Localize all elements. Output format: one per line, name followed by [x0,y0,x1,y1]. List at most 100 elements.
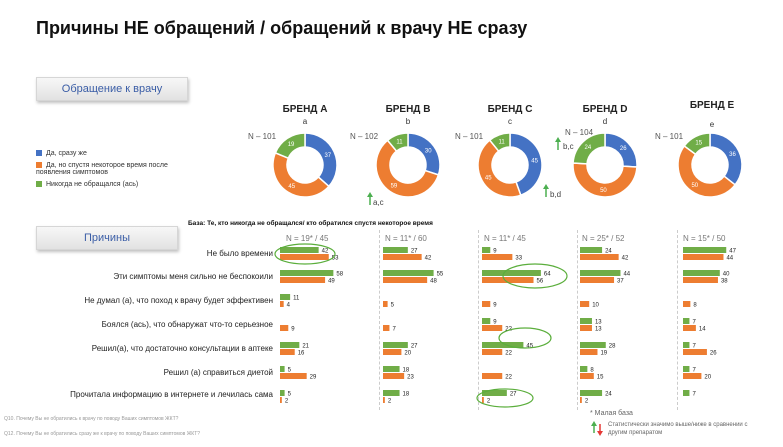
bar-orange [280,373,307,379]
bar-value-label: 5 [288,392,292,398]
bar-green [280,390,285,396]
bar-orange [683,373,702,379]
brand-b-name: БРЕНД В [385,104,431,115]
small-base-note: * Малая база [590,410,633,417]
brand-b-letter: b [405,117,411,126]
bar-value-label: 2 [585,399,589,405]
brand-e-n: N – 101 [655,132,684,141]
bar-value-label: 5 [288,368,292,374]
bar-orange [683,277,718,283]
bar-green [683,270,720,276]
bar-value-label: 2 [388,399,392,405]
bar-value-label: 7 [692,392,696,398]
bar-green [580,342,606,348]
reason-label: Не было времени [206,249,273,258]
page-title: Причины НЕ обращений / обращений к врачу… [36,18,528,38]
col-head-e: N = 15* / 50 [683,234,726,243]
bar-value-label: 8 [590,368,594,374]
brand-a-name: БРЕНД А [282,104,328,115]
divider [478,230,479,410]
brand-d-sig: b,c [563,142,574,151]
highlight-ellipse [498,327,552,349]
bar-value-label: 64 [544,272,551,278]
bar-orange [482,254,513,260]
legend-label: Никогда не обращался (ась) [46,181,139,188]
bar-value-label: 27 [411,344,418,350]
legend-item: Никогда не обращался (ась) [36,181,186,188]
bar-value-label: 44 [726,256,733,262]
bar-orange [683,349,707,355]
bar-green [683,247,727,253]
bar-value-label: 9 [493,249,497,255]
bar-value-label: 40 [723,272,730,278]
donut-slice [477,139,522,198]
bar-green [482,390,507,396]
bar-value-label: 27 [411,249,418,255]
bar-value-label: 33 [515,256,522,262]
footnote-q10: Q10. Почему Вы не обратились к врачу по … [4,416,179,422]
donut-slice [683,132,711,156]
bar-value-label: 7 [692,368,696,374]
bar-orange [580,325,592,331]
bar-value-label: 7 [692,344,696,350]
bar-value-label: 42 [622,256,629,262]
bar-green [482,318,491,324]
bar-value-label: 22 [505,351,512,357]
bar-green [280,270,334,276]
col-head-c: N = 11* / 45 [484,234,526,243]
donut-slice [509,132,543,197]
bar-value-label: 9 [493,320,497,326]
divider [577,230,578,410]
legend-swatch-blue [36,150,42,157]
bar-green [280,247,319,253]
bar-value-label: 23 [407,375,414,381]
bar-orange [580,373,594,379]
arrow-down-icon [597,431,603,436]
brand-b-sig: a,c [373,198,384,207]
bar-orange [383,254,422,260]
bar-orange [683,301,691,307]
bar-green [280,366,285,372]
base-note: База: Те, кто никогда не обращался/ кто … [188,220,433,227]
bar-green [383,366,400,372]
bar-value-label: 22 [505,327,512,333]
bar-green [683,318,690,324]
tab-reasons[interactable]: Причины [36,226,178,250]
bar-value-label: 27 [510,392,517,398]
bar-value-label: 19 [600,351,607,357]
bar-green [383,390,400,396]
tab-visit-doctor[interactable]: Обращение к врачу [36,77,188,101]
bar-value-label: 18 [403,392,410,398]
bar-orange [280,397,282,403]
bar-value-label: 11 [293,296,300,302]
arrow-up-icon [367,192,373,197]
bar-value-label: 4 [287,303,291,309]
bar-value-label: 16 [298,351,305,357]
donut-slice [677,144,737,198]
bar-value-label: 10 [592,303,599,309]
donut-slice [274,132,306,160]
bar-orange [482,301,491,307]
bar-orange [482,349,503,355]
bar-green [683,342,690,348]
stat-significance-note: Статистически значимо выше/ниже в сравне… [608,422,748,436]
donut-slice [572,162,638,198]
donut-value-label: 45 [288,184,295,190]
bar-value-label: 21 [302,344,309,350]
donut-value-label: 11 [396,139,403,145]
bar-value-label: 38 [721,279,728,285]
legend-label: Да, но спустя некоторое время после появ… [36,162,168,176]
donut-value-label: 59 [391,184,398,190]
donut-value-label: 50 [600,188,607,194]
reason-label: Боялся (ась), что обнаружат что-то серье… [101,320,273,329]
col-head-d: N = 25* / 52 [582,234,625,243]
divider [677,230,678,410]
bar-green [580,318,592,324]
bar-value-label: 44 [623,272,630,278]
highlight-ellipse [476,388,534,408]
bar-value-label: 48 [430,279,437,285]
bar-value-label: 24 [605,249,612,255]
divider [379,230,380,410]
bar-orange [482,277,534,283]
reason-label: Решил(а), что достаточно консультации в … [91,344,273,353]
